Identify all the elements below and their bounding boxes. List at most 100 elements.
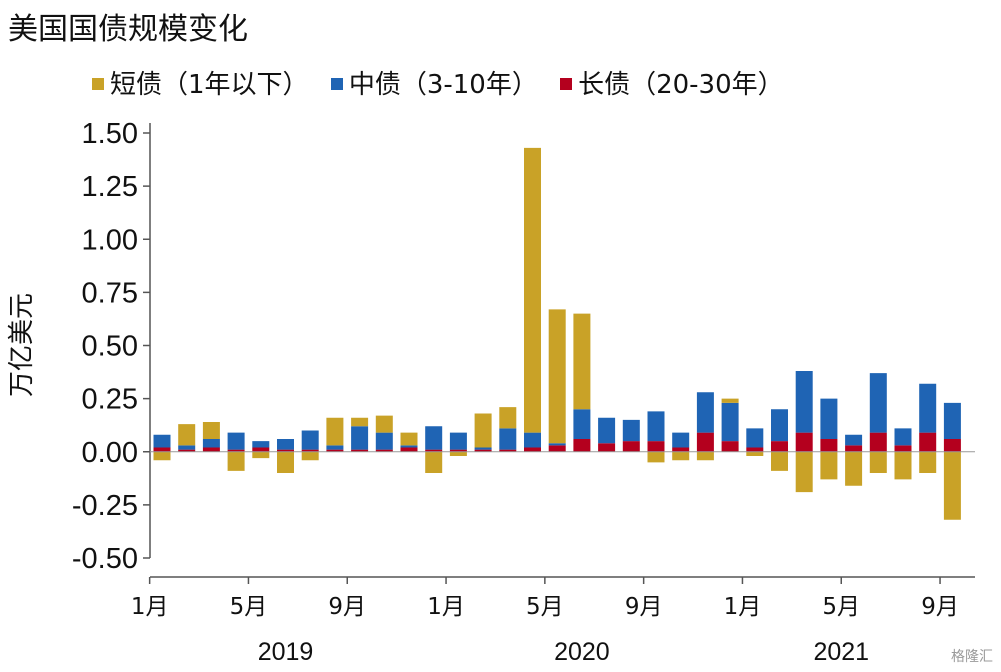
bar-long-2021-03 [795, 432, 813, 452]
bar-short-2020-09 [647, 451, 665, 463]
bar-mid-2021-09 [943, 402, 961, 439]
bar-long-2020-12 [721, 441, 739, 452]
bar-mid-2021-05 [845, 434, 863, 446]
bar-mid-2019-02 [178, 445, 196, 450]
bar-long-2021-01 [746, 447, 764, 452]
bar-long-2020-03 [499, 449, 517, 452]
bar-short-2020-06 [573, 313, 591, 410]
year-label: 2021 [813, 638, 869, 666]
bar-mid-2021-07 [894, 428, 912, 446]
chart-title: 美国国债规模变化 [8, 12, 248, 47]
y-tick-label: 1.50 [82, 118, 138, 150]
x-tick-label: 9月 [328, 594, 366, 620]
bar-long-2021-04 [820, 439, 838, 452]
bar-mid-2019-04 [227, 432, 245, 450]
bar-short-2021-06 [869, 451, 887, 473]
bar-mid-2021-04 [820, 398, 838, 439]
bar-mid-2019-07 [301, 430, 319, 450]
bar-long-2020-08 [622, 441, 640, 452]
bar-long-2019-01 [153, 447, 171, 452]
legend-label-long: 长债（20-30年） [578, 70, 784, 100]
y-tick-label: 0.25 [82, 384, 138, 416]
bar-short-2019-09 [351, 417, 369, 427]
x-tick-label: 1月 [724, 594, 762, 620]
bar-short-2019-12 [425, 451, 443, 473]
bar-long-2020-06 [573, 439, 591, 452]
bar-mid-2019-10 [375, 432, 393, 450]
year-label: 2020 [554, 638, 610, 666]
bar-mid-2020-04 [524, 432, 541, 448]
bar-short-2020-01 [449, 451, 467, 456]
bar-long-2020-07 [598, 443, 616, 452]
legend: 短债（1年以下） 中债（3-10年） 长债（20-30年） [92, 64, 798, 101]
y-tick-label: -0.50 [72, 543, 138, 575]
bar-mid-2019-12 [425, 426, 443, 450]
y-tick-label: 1.25 [82, 171, 138, 203]
bar-short-2019-10 [375, 415, 393, 433]
bar-long-2019-06 [277, 449, 294, 452]
bar-mid-2019-08 [326, 445, 344, 450]
bar-short-2020-12 [721, 398, 739, 403]
x-tick-label: 5月 [822, 594, 860, 620]
watermark: 格隆汇 [951, 649, 993, 665]
bar-long-2021-02 [771, 441, 788, 452]
bar-mid-2019-01 [153, 434, 171, 448]
bar-short-2021-08 [919, 451, 937, 473]
bar-mid-2020-07 [598, 417, 616, 444]
bar-mid-2020-06 [573, 409, 591, 439]
bar-mid-2021-08 [919, 383, 937, 433]
bar-long-2019-03 [202, 447, 220, 452]
bar-long-2021-09 [943, 439, 961, 452]
bar-short-2021-05 [845, 451, 863, 486]
y-tick-label: 0.50 [82, 331, 138, 363]
bar-long-2019-10 [375, 449, 393, 452]
bar-short-2019-11 [400, 432, 418, 446]
bar-short-2019-02 [178, 424, 196, 446]
bar-long-2021-08 [919, 432, 937, 452]
bar-long-2019-04 [227, 449, 245, 452]
legend-swatch-short [92, 77, 104, 90]
year-label: 2019 [258, 638, 314, 666]
legend-swatch-long [560, 77, 573, 90]
bar-short-2020-11 [696, 451, 714, 461]
bar-short-2021-09 [943, 451, 961, 520]
y-tick-label: -0.25 [72, 490, 138, 522]
x-tick-label: 5月 [230, 594, 268, 620]
bar-mid-2020-02 [474, 447, 492, 450]
bar-short-2019-08 [326, 417, 344, 446]
x-tick-label: 9月 [625, 594, 663, 620]
bar-long-2019-08 [326, 449, 344, 452]
bar-long-2020-01 [449, 449, 467, 452]
bar-long-2020-04 [524, 447, 541, 452]
bar-mid-2020-05 [548, 443, 566, 446]
bar-short-2021-04 [820, 451, 838, 480]
bar-mid-2020-01 [449, 432, 467, 450]
bar-short-2019-04 [227, 451, 245, 471]
bar-mid-2021-06 [869, 373, 887, 433]
bar-long-2020-09 [647, 441, 665, 452]
y-tick-label: 1.00 [82, 224, 138, 256]
bar-short-2019-05 [252, 451, 270, 459]
bar-mid-2019-09 [351, 426, 369, 450]
bar-short-2020-04 [524, 147, 541, 433]
bar-long-2019-05 [252, 447, 270, 452]
legend-entry-mid: 中债（3-10年） [330, 64, 538, 101]
bar-long-2021-05 [845, 445, 863, 452]
bar-short-2020-03 [499, 407, 517, 429]
bar-short-2021-02 [771, 451, 788, 471]
bar-mid-2020-08 [622, 419, 640, 442]
bar-mid-2019-06 [277, 439, 294, 450]
bar-mid-2020-09 [647, 411, 665, 442]
bar-long-2020-10 [672, 447, 690, 452]
bar-short-2019-07 [301, 451, 319, 461]
bar-long-2020-05 [548, 445, 566, 452]
legend-swatch-mid [330, 77, 343, 90]
bar-long-2019-02 [178, 449, 196, 452]
bar-mid-2019-05 [252, 441, 270, 448]
bar-short-2020-05 [548, 309, 566, 444]
bar-mid-2020-10 [672, 432, 690, 448]
x-tick-label: 1月 [131, 594, 169, 620]
bar-long-2020-11 [696, 432, 714, 452]
bar-mid-2020-11 [696, 392, 714, 433]
